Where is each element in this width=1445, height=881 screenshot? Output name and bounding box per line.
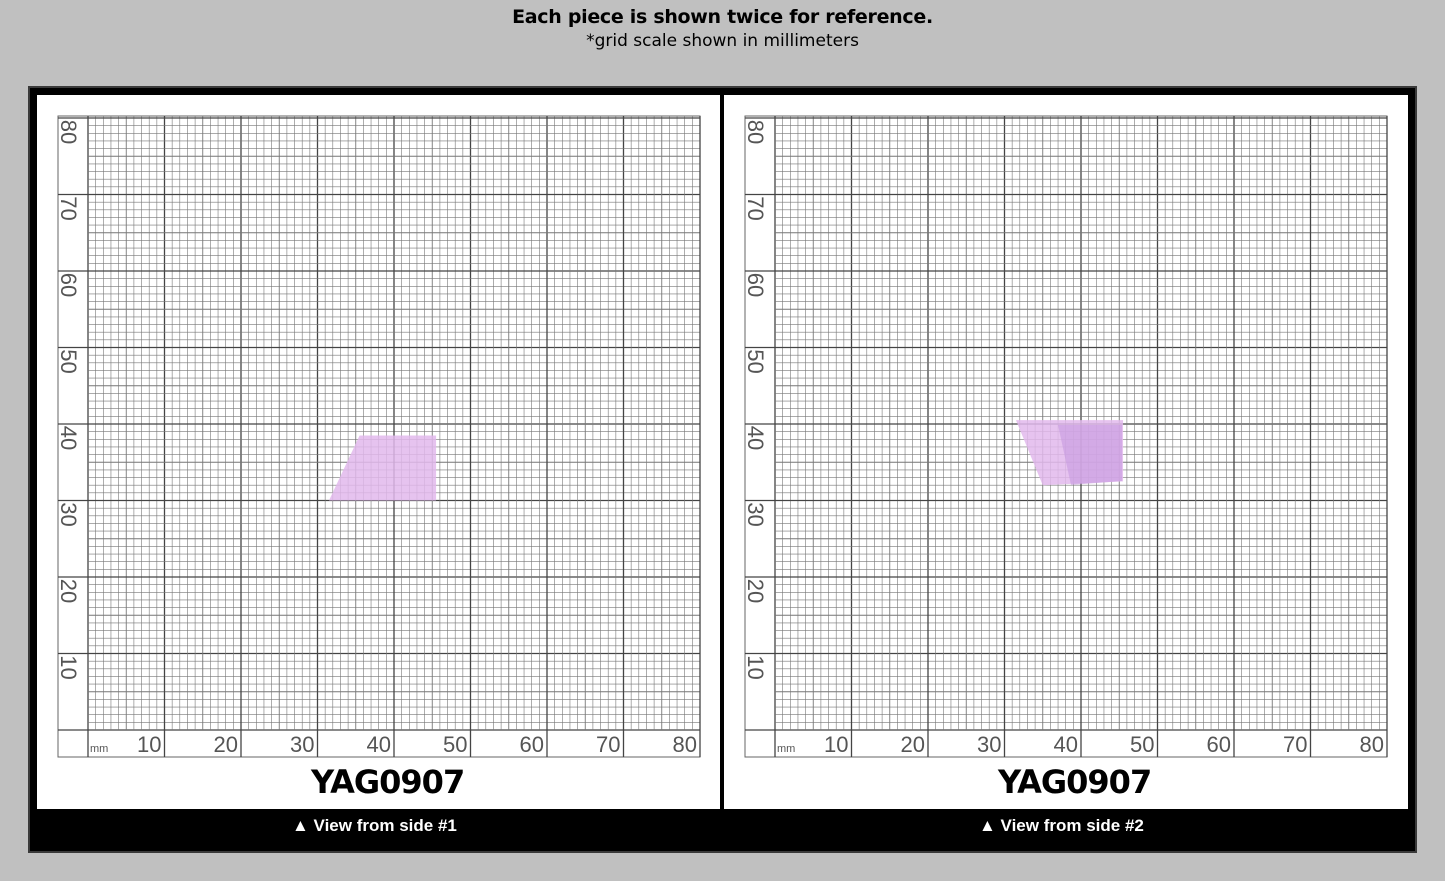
unit-label: mm xyxy=(777,743,795,755)
page-subtitle: *grid scale shown in millimeters xyxy=(586,31,859,51)
unit-label: mm xyxy=(90,743,108,755)
x-tick-label: 20 xyxy=(901,732,925,757)
y-tick-label: 50 xyxy=(743,349,768,373)
grid-scale-2: mm 10 20 30 40 50 60 70 80 80 70 60 50 40 30 20 10 xyxy=(743,115,1388,758)
piece-code-2: YAG0907 xyxy=(998,763,1152,801)
x-tick-label: 30 xyxy=(977,732,1001,757)
y-tick-label: 40 xyxy=(56,426,81,450)
x-tick-label: 60 xyxy=(1207,732,1231,757)
x-tick-label: 80 xyxy=(673,732,697,757)
page-title: Each piece is shown twice for reference. xyxy=(512,6,933,28)
y-tick-label: 70 xyxy=(56,196,81,220)
x-tick-label: 50 xyxy=(1130,732,1154,757)
caption-side-1: ▲ View from side #1 xyxy=(292,816,457,835)
x-tick-label: 40 xyxy=(367,732,391,757)
piece-code-1: YAG0907 xyxy=(311,763,465,801)
y-tick-label: 20 xyxy=(743,579,768,603)
y-tick-label: 10 xyxy=(56,655,81,679)
y-tick-label: 50 xyxy=(56,349,81,373)
x-tick-label: 70 xyxy=(1283,732,1307,757)
crystal-facet xyxy=(1058,425,1122,485)
x-tick-label: 40 xyxy=(1054,732,1078,757)
x-tick-label: 60 xyxy=(520,732,544,757)
x-tick-label: 30 xyxy=(290,732,314,757)
y-tick-label: 80 xyxy=(743,120,768,144)
x-tick-label: 70 xyxy=(596,732,620,757)
y-tick-label: 60 xyxy=(56,273,81,297)
x-tick-label: 10 xyxy=(137,732,161,757)
caption-side-2: ▲ View from side #2 xyxy=(979,816,1144,835)
y-tick-label: 60 xyxy=(743,273,768,297)
x-tick-label: 10 xyxy=(824,732,848,757)
x-tick-label: 20 xyxy=(214,732,238,757)
y-tick-label: 20 xyxy=(56,579,81,603)
y-tick-label: 30 xyxy=(56,502,81,526)
y-tick-label: 80 xyxy=(56,120,81,144)
crystal-piece xyxy=(328,435,437,501)
y-tick-label: 40 xyxy=(743,426,768,450)
x-tick-label: 80 xyxy=(1360,732,1384,757)
y-tick-label: 10 xyxy=(743,655,768,679)
y-tick-label: 70 xyxy=(743,196,768,220)
y-tick-label: 30 xyxy=(743,502,768,526)
x-tick-label: 50 xyxy=(443,732,467,757)
grid-scale-1: mm 10 20 30 40 50 60 70 80 80 70 60 50 40 30 20 10 xyxy=(56,115,701,758)
